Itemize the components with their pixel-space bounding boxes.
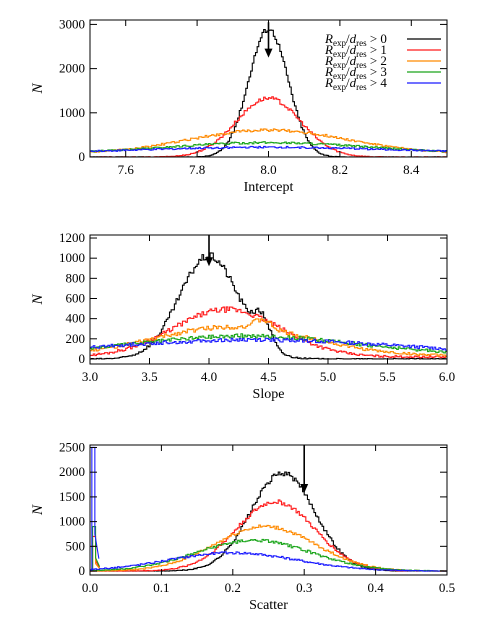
x-tick-label: 6.0 — [439, 369, 455, 384]
y-tick-label: 600 — [66, 290, 86, 305]
x-tick-label: 0.3 — [296, 580, 312, 595]
x-axis-label: Intercept — [244, 180, 294, 195]
chart-panel-1 — [89, 19, 448, 158]
y-axis-label: N — [30, 504, 46, 516]
series-green-line — [90, 141, 447, 153]
chart-panel-2 — [89, 234, 448, 365]
y-tick-label: 400 — [66, 311, 86, 326]
series-blue-line — [90, 337, 447, 351]
x-tick-label: 8.4 — [403, 162, 420, 177]
x-tick-label: 3.0 — [82, 369, 98, 384]
y-tick-label: 1200 — [59, 230, 85, 245]
x-axis-label: Slope — [253, 387, 285, 402]
y-tick-label: 1000 — [59, 250, 85, 265]
legend-label: Rexp/dres > 2 — [324, 53, 387, 70]
series-orange-line — [90, 128, 447, 154]
x-tick-label: 7.8 — [189, 162, 205, 177]
true-value-arrow-head — [300, 483, 309, 493]
x-tick-label: 0.0 — [82, 580, 98, 595]
x-tick-label: 4.0 — [201, 369, 217, 384]
y-tick-label: 1500 — [59, 489, 85, 504]
y-tick-label: 1000 — [59, 105, 85, 120]
y-tick-label: 0 — [79, 149, 86, 164]
y-tick-label: 2000 — [59, 61, 85, 76]
x-tick-label: 5.0 — [320, 369, 336, 384]
series-black-line — [90, 252, 447, 360]
series-orange-line — [90, 318, 447, 357]
legend-label: Rexp/dres > 3 — [324, 64, 387, 81]
x-tick-label: 3.5 — [141, 369, 157, 384]
series-green-spike — [92, 526, 101, 572]
y-tick-label: 1000 — [59, 514, 85, 529]
x-axis-label: Scatter — [249, 598, 288, 613]
series-red-line — [90, 499, 447, 572]
x-tick-label: 0.5 — [439, 580, 455, 595]
y-tick-label: 800 — [66, 270, 86, 285]
y-tick-label: 0 — [79, 351, 86, 366]
true-value-arrow-head — [205, 257, 213, 267]
x-tick-label: 0.2 — [225, 580, 241, 595]
x-tick-label: 5.5 — [379, 369, 395, 384]
x-tick-label: 0.1 — [153, 580, 169, 595]
y-axis-label: N — [30, 294, 46, 306]
legend-label: Rexp/dres > 4 — [324, 75, 387, 92]
x-tick-label: 7.6 — [118, 162, 135, 177]
true-value-arrow-head — [264, 48, 273, 58]
y-tick-label: 500 — [66, 538, 86, 553]
legend-label: Rexp/dres > 1 — [324, 42, 387, 59]
x-tick-label: 0.4 — [367, 580, 384, 595]
y-tick-label: 2500 — [59, 439, 85, 454]
y-tick-label: 0 — [79, 563, 86, 578]
y-tick-label: 200 — [66, 331, 86, 346]
series-green-line — [90, 538, 447, 572]
x-tick-label: 8.0 — [260, 162, 276, 177]
y-tick-label: 2000 — [59, 464, 85, 479]
chart-panel-3 — [89, 444, 448, 576]
x-tick-label: 4.5 — [260, 369, 276, 384]
legend-label: Rexp/dres > 0 — [324, 31, 387, 48]
series-blue-line — [90, 551, 447, 572]
plot-frame-3 — [89, 444, 448, 576]
y-tick-label: 3000 — [59, 16, 85, 31]
series-blue-line — [90, 145, 447, 153]
series-green-line — [90, 333, 447, 354]
y-axis-label: N — [30, 83, 46, 95]
x-tick-label: 8.2 — [332, 162, 348, 177]
